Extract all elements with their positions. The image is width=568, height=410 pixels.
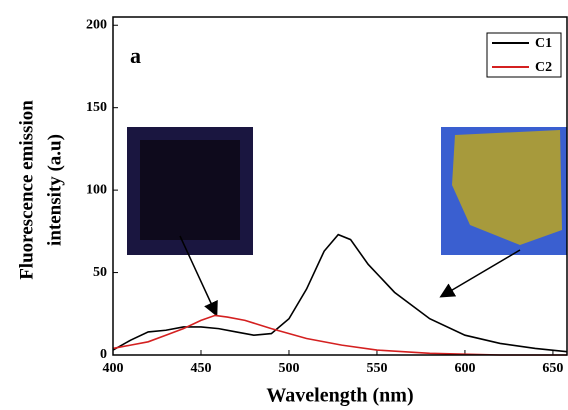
x-tick-label: 500 xyxy=(278,361,299,376)
legend-box xyxy=(486,32,562,78)
x-tick-label: 600 xyxy=(454,361,475,376)
y-axis-label: intensity (a.u) xyxy=(44,134,65,246)
x-axis-label: Wavelength (nm) xyxy=(266,385,413,407)
series-line xyxy=(112,233,568,353)
y-axis-label: Fluorescence emission xyxy=(16,100,37,280)
arrow xyxy=(439,249,521,298)
x-tick-label: 450 xyxy=(190,361,211,376)
y-tick-label: 150 xyxy=(86,100,107,115)
legend-label: C1 xyxy=(535,36,552,51)
y-tick-label: 50 xyxy=(93,265,107,280)
x-tick-label: 400 xyxy=(103,361,124,376)
annotation: a xyxy=(130,43,141,68)
y-tick-label: 200 xyxy=(86,17,107,32)
arrow xyxy=(179,235,218,317)
legend-label: C2 xyxy=(535,60,552,75)
plot-frame xyxy=(112,16,568,356)
series-line xyxy=(112,314,567,356)
y-tick-label: 100 xyxy=(86,182,107,197)
y-tick-label: 0 xyxy=(100,347,107,362)
x-tick-label: 650 xyxy=(542,361,563,376)
inset-image-detail xyxy=(140,140,240,240)
x-tick-label: 550 xyxy=(366,361,387,376)
inset-image-detail xyxy=(452,130,562,245)
